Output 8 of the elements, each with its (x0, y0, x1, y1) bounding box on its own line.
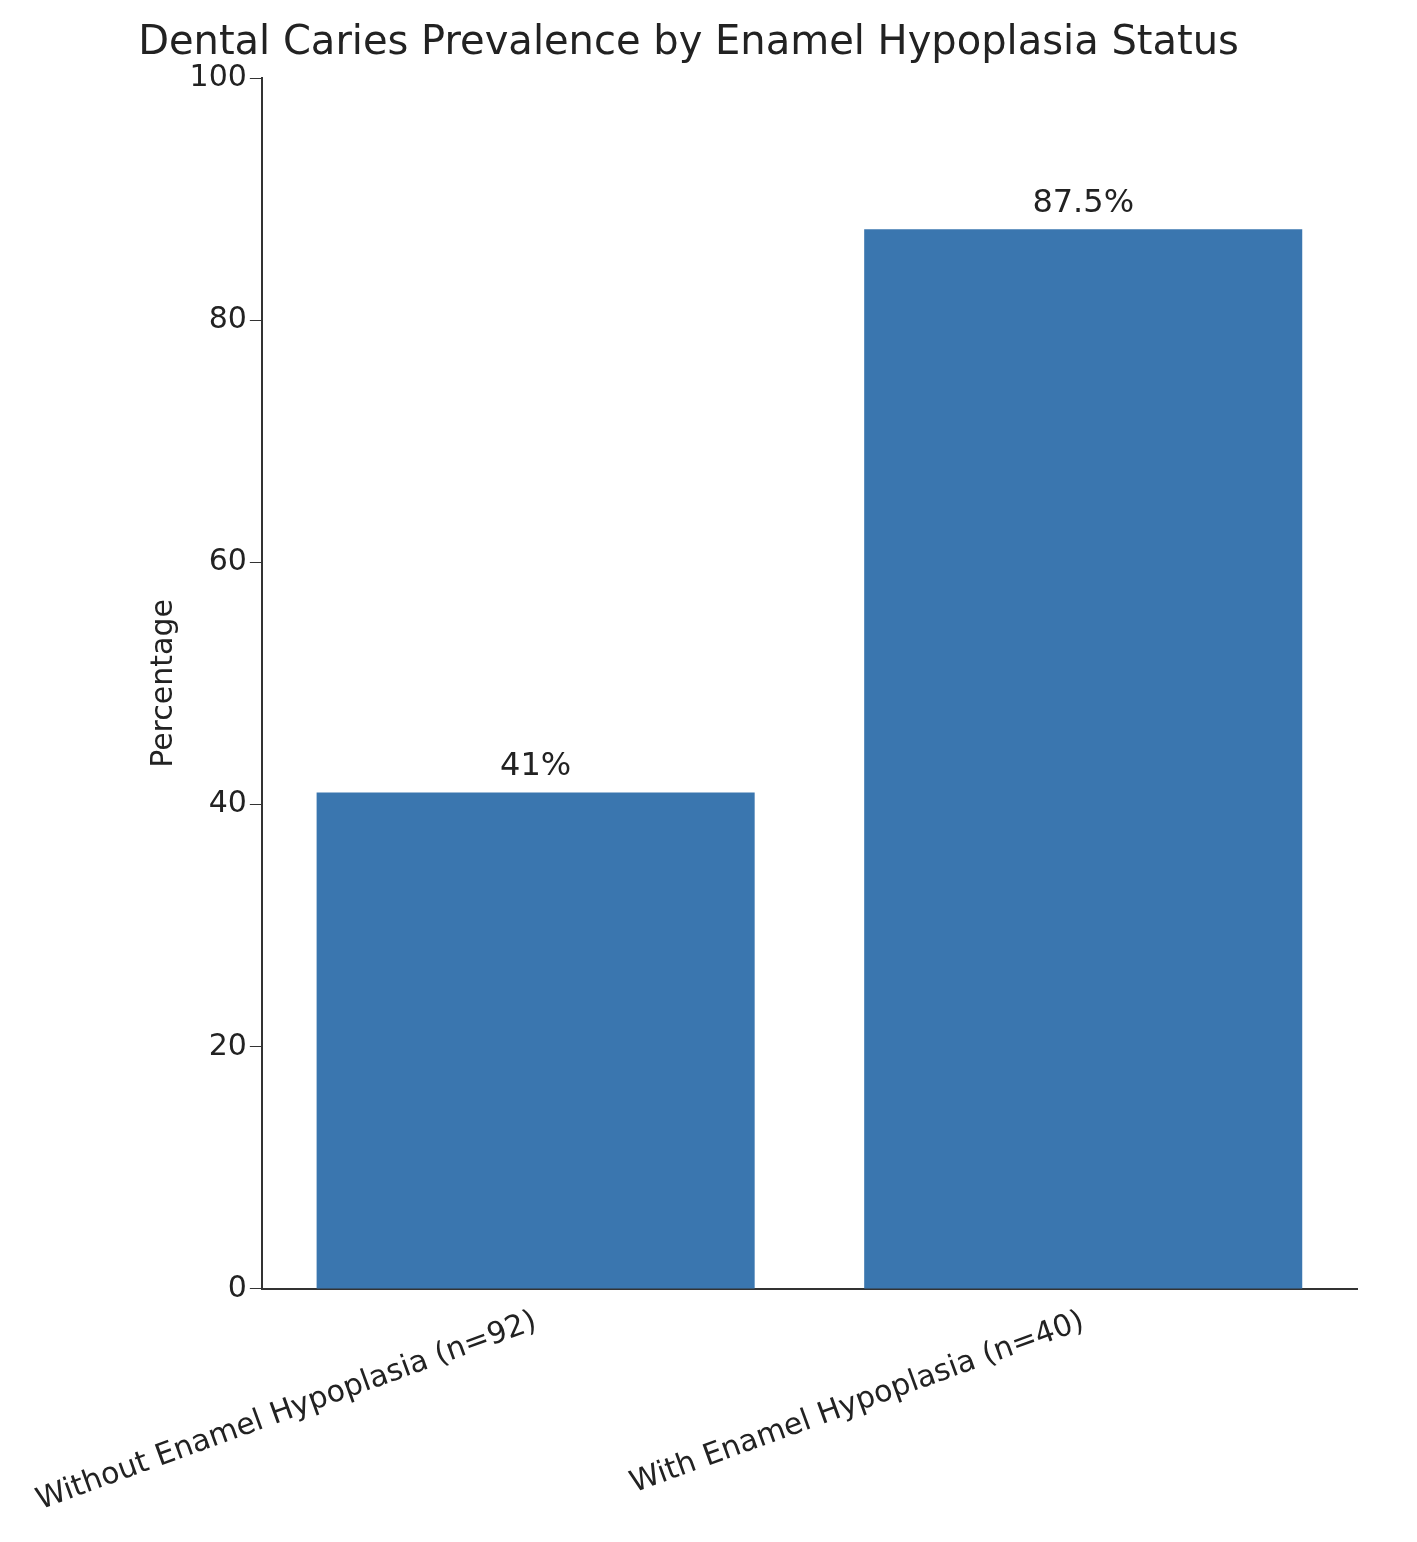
data-label: 87.5% (1032, 181, 1135, 220)
y-tick-label: 60 (208, 542, 247, 578)
y-tick-label: 40 (208, 784, 247, 820)
y-tick-label: 80 (208, 299, 247, 335)
y-axis-title: Percentage (144, 599, 180, 768)
y-tick-label: 20 (208, 1026, 247, 1062)
y-tick-label: 0 (227, 1268, 247, 1304)
data-label: 41% (500, 744, 572, 783)
